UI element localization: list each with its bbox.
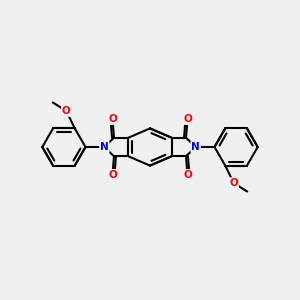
Text: N: N	[191, 142, 200, 152]
Text: O: O	[108, 114, 117, 124]
Text: O: O	[229, 178, 238, 188]
Text: O: O	[183, 114, 192, 124]
Text: O: O	[62, 106, 71, 116]
Text: O: O	[108, 170, 117, 180]
Text: O: O	[183, 170, 192, 180]
Text: N: N	[100, 142, 109, 152]
